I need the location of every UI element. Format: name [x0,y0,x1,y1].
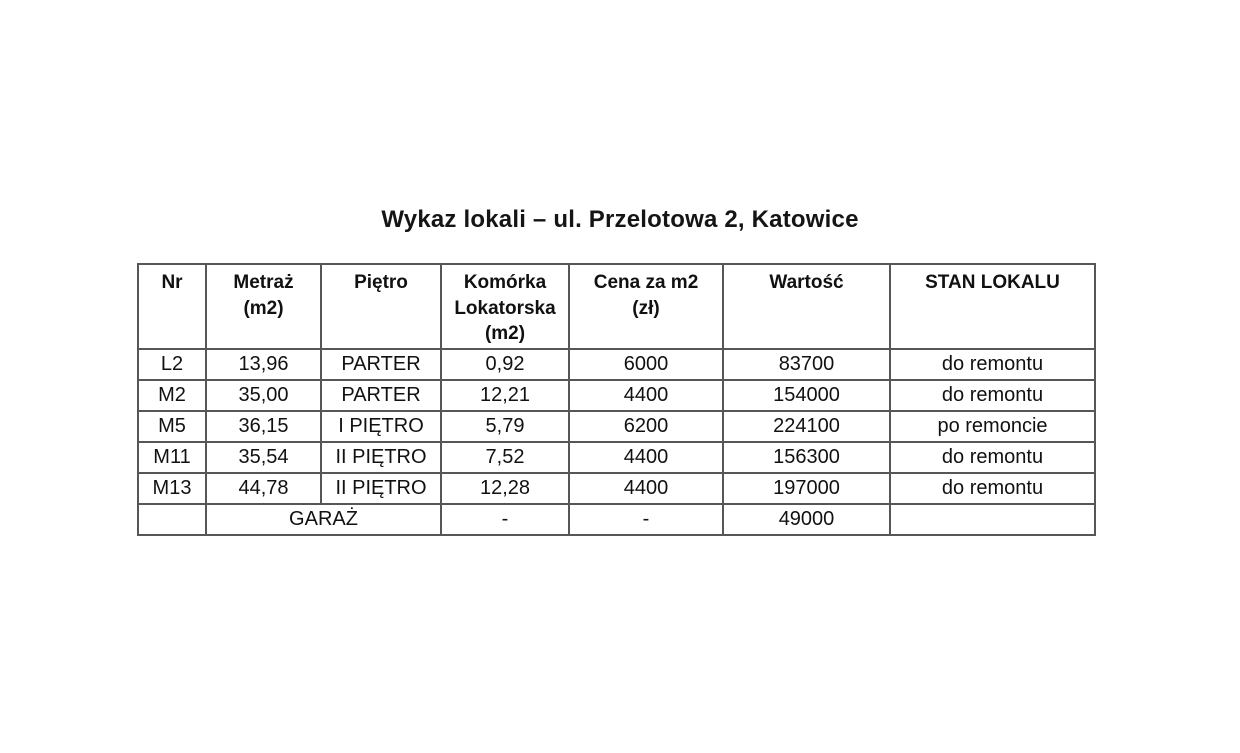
lokale-table: Nr Metraż (m2) Piętro Komórka Lokatorska… [137,263,1096,536]
column-header-metraz: Metraż (m2) [205,263,322,350]
column-header-wartosc: Wartość [722,263,891,350]
table-row-m11: M11 35,54 II PIĘTRO 7,52 4400 156300 do … [137,441,1096,474]
table-row-garage: GARAŻ - - 49000 [137,503,1096,536]
header-row: Nr Metraż (m2) Piętro Komórka Lokatorska… [137,263,1096,350]
cell-metraz: 36,15 [205,410,322,443]
cell-cena: 4400 [568,379,724,412]
cell-cena: - [568,503,724,536]
cell-wartosc: 197000 [722,472,891,505]
table-row-m13: M13 44,78 II PIĘTRO 12,28 4400 197000 do… [137,472,1096,505]
cell-metraz: 35,54 [205,441,322,474]
cell-nr: M11 [137,441,207,474]
cell-komorka: - [440,503,570,536]
cell-nr: M5 [137,410,207,443]
cell-wartosc: 224100 [722,410,891,443]
cell-cena: 4400 [568,441,724,474]
cell-metraz: 44,78 [205,472,322,505]
cell-nr [137,503,207,536]
table-row-l2: L2 13,96 PARTER 0,92 6000 83700 do remon… [137,348,1096,381]
cell-pietro: PARTER [320,348,442,381]
cell-pietro: I PIĘTRO [320,410,442,443]
column-header-komorka: Komórka Lokatorska (m2) [440,263,570,350]
cell-nr: L2 [137,348,207,381]
cell-metraz: 13,96 [205,348,322,381]
cell-komorka: 12,21 [440,379,570,412]
cell-komorka: 5,79 [440,410,570,443]
cell-pietro: II PIĘTRO [320,441,442,474]
cell-cena: 6200 [568,410,724,443]
cell-wartosc: 83700 [722,348,891,381]
cell-wartosc: 156300 [722,441,891,474]
cell-wartosc: 154000 [722,379,891,412]
cell-cena: 4400 [568,472,724,505]
column-header-pietro: Piętro [320,263,442,350]
cell-garage-label: GARAŻ [205,503,442,536]
cell-metraz: 35,00 [205,379,322,412]
cell-stan: po remoncie [889,410,1096,443]
cell-nr: M13 [137,472,207,505]
cell-komorka: 0,92 [440,348,570,381]
cell-nr: M2 [137,379,207,412]
column-header-stan: STAN LOKALU [889,263,1096,350]
cell-pietro: PARTER [320,379,442,412]
cell-cena: 6000 [568,348,724,381]
cell-stan: do remontu [889,348,1096,381]
column-header-cena: Cena za m2 (zł) [568,263,724,350]
cell-stan: do remontu [889,441,1096,474]
cell-komorka: 12,28 [440,472,570,505]
cell-pietro: II PIĘTRO [320,472,442,505]
table-row-m5: M5 36,15 I PIĘTRO 5,79 6200 224100 po re… [137,410,1096,443]
cell-wartosc: 49000 [722,503,891,536]
cell-komorka: 7,52 [440,441,570,474]
document-title: Wykaz lokali – ul. Przelotowa 2, Katowic… [381,206,859,233]
cell-stan [889,503,1096,536]
table-row-m2: M2 35,00 PARTER 12,21 4400 154000 do rem… [137,379,1096,412]
column-header-nr: Nr [137,263,207,350]
cell-stan: do remontu [889,379,1096,412]
cell-stan: do remontu [889,472,1096,505]
